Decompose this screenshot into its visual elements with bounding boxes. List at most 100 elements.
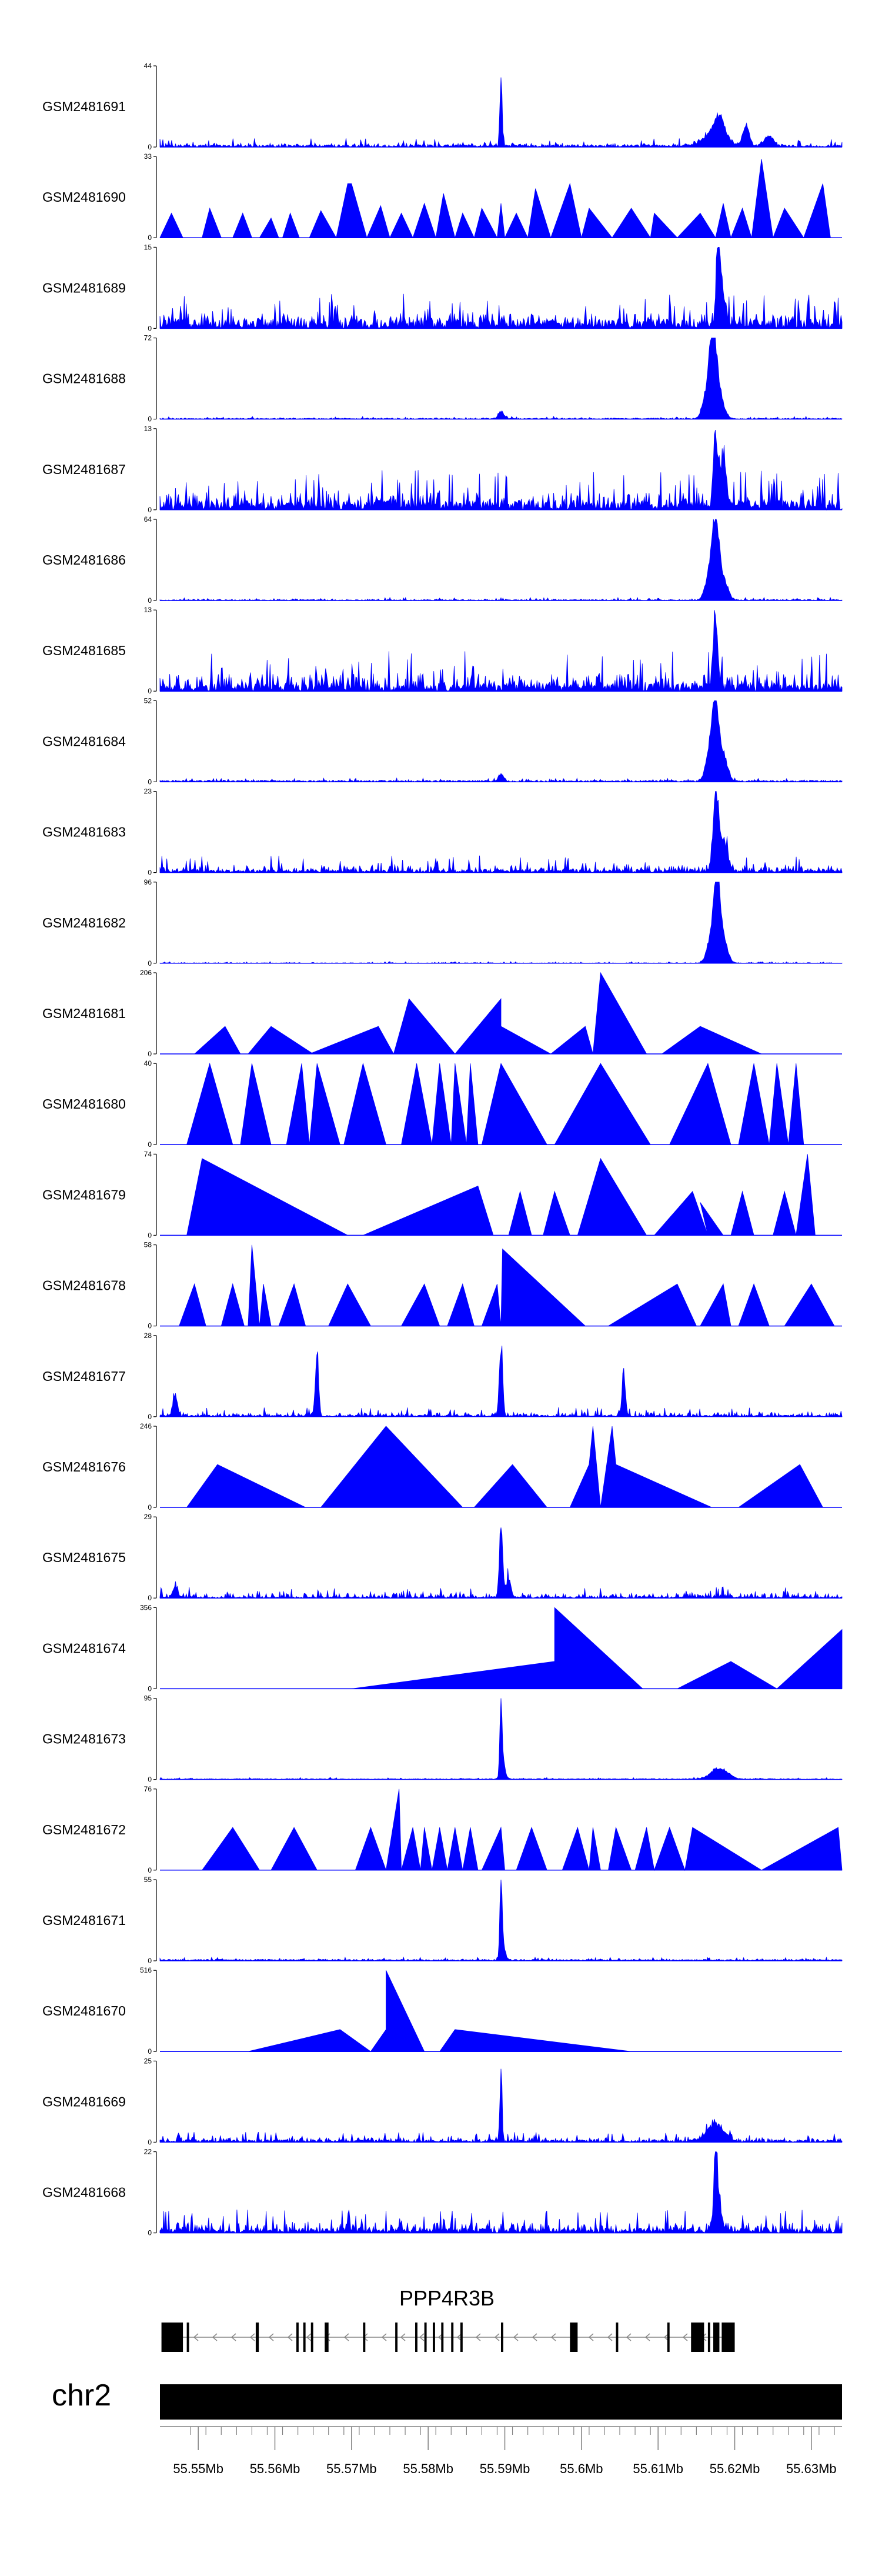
y-min-label: 0 (148, 596, 152, 605)
y-max-label: 64 (144, 515, 152, 523)
strand-arrow-icon (644, 2333, 650, 2341)
gene-exon (186, 2323, 189, 2352)
track-signal-area (201, 1788, 843, 1871)
track-label: GSM2481686 (42, 552, 126, 568)
track-GSM2481682: GSM2481682 96 0 (42, 878, 843, 967)
track-GSM2481673: GSM2481673 95 0 (42, 1694, 843, 1784)
track-label: GSM2481680 (42, 1096, 126, 1112)
y-min-label: 0 (148, 869, 152, 877)
x-tick-label: 55.55Mb (173, 2461, 223, 2476)
strand-arrow-icon (419, 2333, 425, 2341)
track-label: GSM2481688 (42, 371, 126, 386)
gene-exon (451, 2323, 454, 2352)
track-signal-area (159, 519, 843, 601)
chromosome-label: chr2 (52, 2378, 111, 2413)
y-max-label: 13 (144, 425, 152, 433)
track-signal-area (159, 430, 843, 511)
track-signal-area (159, 1879, 843, 1961)
track-label: GSM2481676 (42, 1459, 126, 1474)
track-signal-area (186, 1426, 824, 1508)
track-signal-area (159, 338, 843, 420)
track-GSM2481676: GSM2481676 246 0 (42, 1422, 842, 1511)
y-min-label: 0 (148, 233, 152, 242)
gene-exon (395, 2323, 398, 2352)
track-GSM2481687: GSM2481687 13 0 (42, 425, 843, 514)
y-min-label: 0 (148, 1866, 152, 1874)
track-GSM2481690: GSM2481690 33 0 (42, 152, 842, 242)
track-GSM2481678: GSM2481678 58 0 (42, 1241, 842, 1330)
y-max-label: 76 (144, 1785, 152, 1793)
y-min-label: 0 (148, 2229, 152, 2237)
y-min-label: 0 (148, 1594, 152, 1602)
y-min-label: 0 (148, 1413, 152, 1421)
track-signal-area (159, 1698, 843, 1780)
strand-arrow-icon (550, 2333, 556, 2341)
y-max-label: 28 (144, 1332, 152, 1340)
strand-arrow-icon (193, 2333, 199, 2341)
track-label: GSM2481681 (42, 1006, 126, 1021)
track-GSM2481672: GSM2481672 76 0 (42, 1785, 843, 1874)
track-signal-area (248, 1970, 632, 2052)
gene-exon (310, 2323, 313, 2352)
track-label: GSM2481690 (42, 189, 126, 205)
strand-arrow-icon (268, 2333, 274, 2341)
gene-exon (616, 2323, 619, 2352)
track-GSM2481683: GSM2481683 23 0 (42, 788, 843, 877)
strand-arrow-icon (532, 2333, 537, 2341)
y-max-label: 23 (144, 788, 152, 796)
track-signal-area (159, 247, 843, 329)
strand-arrow-icon (513, 2333, 519, 2341)
y-max-label: 22 (144, 2148, 152, 2156)
track-signal-area (159, 882, 843, 964)
track-GSM2481671: GSM2481671 55 0 (42, 1876, 843, 1965)
strand-arrow-icon (626, 2333, 632, 2341)
gene-exon (667, 2323, 670, 2352)
track-label: GSM2481682 (42, 915, 126, 930)
y-max-label: 13 (144, 606, 152, 614)
strand-arrow-icon (400, 2333, 406, 2341)
track-label: GSM2481668 (42, 2185, 126, 2200)
gene-exon (303, 2323, 306, 2352)
y-max-label: 356 (140, 1603, 152, 1611)
strand-arrow-icon (212, 2333, 218, 2341)
strand-arrow-icon (475, 2333, 481, 2341)
track-label: GSM2481669 (42, 2094, 126, 2109)
strand-arrow-icon (343, 2333, 349, 2341)
gene-exon (441, 2323, 444, 2352)
strand-arrow-icon (306, 2333, 312, 2341)
track-label: GSM2481677 (42, 1369, 126, 1384)
gene-exon (707, 2323, 710, 2352)
track-signal-area (351, 1607, 843, 1689)
y-min-label: 0 (148, 1140, 152, 1149)
y-max-label: 95 (144, 1694, 152, 1703)
track-signal-area (159, 1345, 843, 1417)
y-max-label: 74 (144, 1150, 152, 1158)
y-min-label: 0 (148, 687, 152, 695)
strand-arrow-icon (381, 2333, 387, 2341)
track-GSM2481685: GSM2481685 13 0 (42, 606, 843, 695)
genome-axis-track: chr2 55.55Mb 55.56Mb 55.57Mb 55.58Mb 55.59Mb… (52, 2378, 842, 2476)
track-label: GSM2481689 (42, 280, 126, 295)
track-signal-area (159, 77, 843, 148)
track-GSM2481668: GSM2481668 22 0 (42, 2148, 843, 2237)
x-tick-label: 55.62Mb (710, 2461, 760, 2476)
track-label: GSM2481670 (42, 2003, 126, 2018)
track-label: GSM2481683 (42, 825, 126, 840)
y-max-label: 15 (144, 243, 152, 251)
y-max-label: 246 (140, 1422, 152, 1430)
gene-exon (570, 2323, 578, 2352)
track-label: GSM2481675 (42, 1550, 126, 1565)
data-tracks: GSM2481691440GSM2481690330GSM2481689150G… (42, 62, 843, 2237)
track-GSM2481689: GSM2481689 15 0 (42, 243, 843, 332)
x-tick-label: 55.6Mb (560, 2461, 603, 2476)
track-label: GSM2481687 (42, 462, 126, 477)
gene-exon (721, 2323, 735, 2352)
track-label: GSM2481685 (42, 643, 126, 658)
y-max-label: 44 (144, 62, 152, 70)
strand-arrow-icon (494, 2333, 500, 2341)
gene-exon (424, 2323, 427, 2352)
y-max-label: 516 (140, 1966, 152, 1974)
gene-exon (255, 2323, 259, 2352)
track-GSM2481675: GSM2481675 29 0 (42, 1513, 843, 1602)
y-max-label: 40 (144, 1059, 152, 1067)
